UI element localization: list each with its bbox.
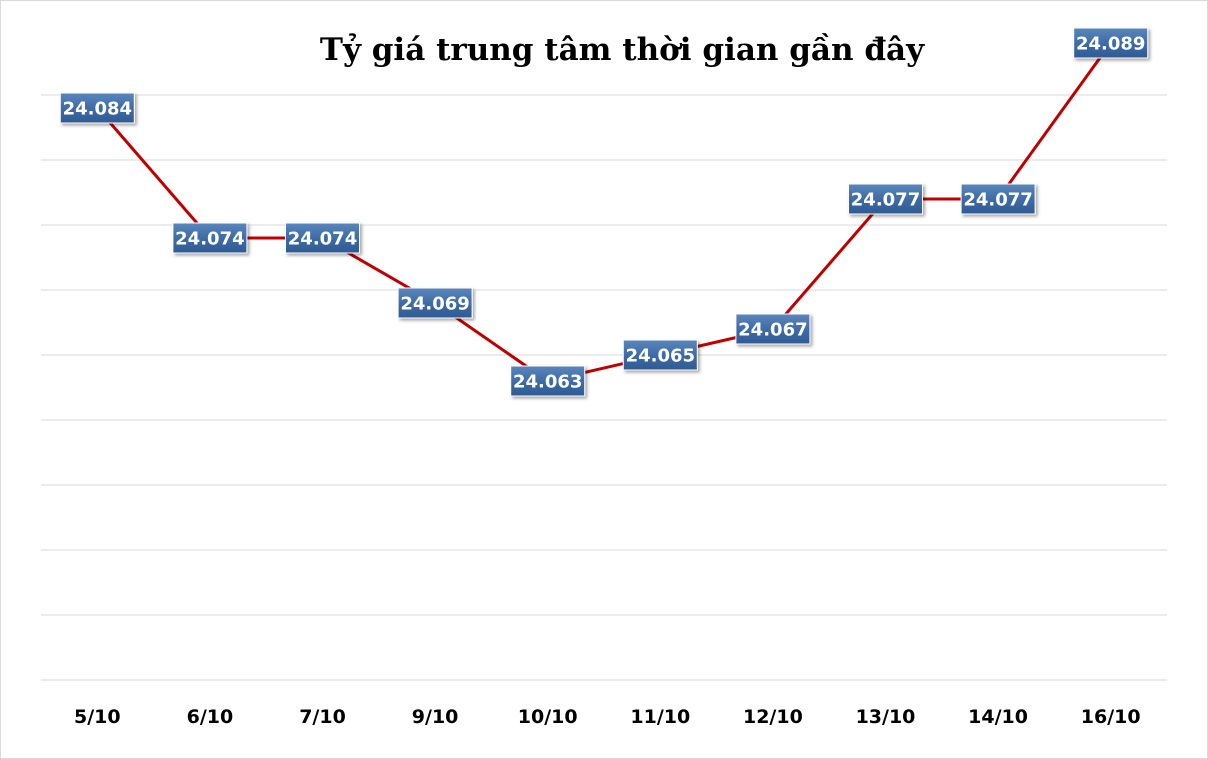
data-label: 24.063 [510, 365, 586, 397]
x-tick-label: 16/10 [1081, 706, 1141, 728]
x-axis-ticks: 5/10 6/10 7/10 9/10 10/10 11/10 12/10 13/10 14/1… [74, 706, 1141, 728]
chart-title: Tỷ giá trung tâm thời gian gần đây [320, 31, 925, 68]
data-label: 24.084 [59, 92, 135, 124]
x-tick-label: 6/10 [187, 706, 234, 728]
data-label-text: 24.069 [400, 294, 469, 315]
data-label: 24.089 [1073, 27, 1149, 59]
data-label-box [735, 313, 811, 345]
data-label-text: 24.089 [1076, 34, 1145, 55]
data-label-text: 24.077 [851, 190, 920, 211]
x-tick-label: 7/10 [299, 706, 346, 728]
data-label-box [1073, 27, 1149, 59]
x-tick-label: 10/10 [518, 706, 578, 728]
x-tick-label: 5/10 [74, 706, 121, 728]
data-label: 24.069 [397, 287, 473, 319]
data-label-box [960, 183, 1036, 215]
data-label-text: 24.067 [738, 320, 807, 341]
data-label-box [510, 365, 586, 397]
data-label: 24.074 [172, 222, 248, 254]
data-label-box [622, 339, 698, 371]
data-label-text: 24.074 [175, 229, 244, 250]
x-tick-label: 9/10 [412, 706, 459, 728]
x-tick-label: 14/10 [968, 706, 1028, 728]
data-label: 24.077 [848, 183, 923, 215]
x-tick-label: 12/10 [743, 706, 803, 728]
data-label: 24.065 [622, 339, 698, 371]
data-label-text: 24.084 [63, 99, 132, 120]
data-label-box [59, 92, 135, 124]
data-label-box [848, 183, 923, 215]
data-label-box [397, 287, 473, 319]
data-labels: 24.084 24.074 24.074 24.069 24.063 24.065 24.0… [59, 27, 1149, 397]
data-label: 24.067 [735, 313, 811, 345]
series-polyline [96, 42, 1112, 383]
data-label: 24.074 [285, 222, 360, 254]
data-label-box [285, 222, 360, 254]
data-label-text: 24.063 [513, 372, 582, 393]
data-label-text: 24.065 [626, 346, 695, 367]
series-line [96, 42, 1112, 383]
data-label-text: 24.074 [288, 229, 357, 250]
data-label-text: 24.077 [963, 190, 1032, 211]
data-label: 24.077 [960, 183, 1036, 215]
x-tick-label: 13/10 [856, 706, 916, 728]
data-label-box [172, 222, 248, 254]
x-tick-label: 11/10 [630, 706, 690, 728]
